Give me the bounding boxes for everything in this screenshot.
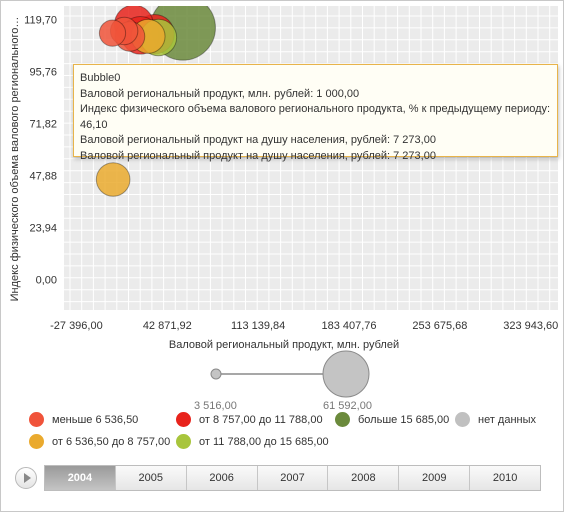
tooltip-size-value: Валовой региональный продукт на душу нас… [80,134,436,147]
legend-swatch [176,412,191,427]
y-tick-label: 71,82 [29,119,57,131]
y-tick-label: 119,70 [24,15,57,27]
y-tick-label: 23,94 [29,223,57,235]
x-tick-label: -27 396,00 [50,320,103,332]
x-tick-label: 183 407,76 [321,320,376,332]
legend-item-lt6536[interactable]: меньше 6 536,50 [29,412,138,427]
tooltip-title: Bubble0 [80,72,121,84]
x-tick-label: 253 675,68 [412,320,467,332]
bubbles-layer [95,6,216,197]
y-axis-title: Индекс физического объема валового регио… [9,17,21,302]
year-tab-2007[interactable]: 2007 [258,466,329,490]
timeline: 2004 2005 2006 2007 2008 2009 2010 [15,465,541,491]
y-tick-label: 95,76 [29,67,57,79]
tooltip-x-value: Валовой региональный продукт, млн. рубле… [80,87,360,100]
year-tab-2004[interactable]: 2004 [45,466,116,490]
x-tick-label: 113 139,84 [231,320,285,332]
legend-item-6536to8757[interactable]: от 6 536,50 до 8 757,00 [29,434,170,449]
bubble-tooltip: Bubble0 Валовой региональный продукт, мл… [73,64,558,162]
plot-area [64,6,558,310]
play-icon [23,473,31,483]
size-legend-min-label: 3 516,00 [194,400,237,412]
legend-label: от 8 757,00 до 11 788,00 [199,413,323,426]
year-tab-2009[interactable]: 2009 [399,466,471,490]
size-legend-max-bubble [322,350,370,398]
legend-label: от 6 536,50 до 8 757,00 [52,435,171,448]
play-button[interactable] [15,467,37,489]
legend-swatch [29,434,44,449]
year-tab-2010[interactable]: 2010 [492,472,518,484]
legend-item-gt15685[interactable]: больше 15 685,00 [335,412,449,427]
x-tick-label: 42 871,92 [143,320,192,332]
legend-item-nodata[interactable]: нет данных [455,412,536,427]
y-tick-label: 47,88 [29,171,57,183]
bubble[interactable] [95,162,131,197]
year-tab-2005[interactable]: 2005 [116,466,187,490]
year-tab-2006[interactable]: 2006 [187,466,258,490]
legend-label: больше 15 685,00 [358,413,450,426]
tooltip-color-value: Валовой региональный продукт на душу нас… [80,149,436,162]
legend-item-11788to15685[interactable]: от 11 788,00 до 15 685,00 [176,434,329,449]
legend-swatch [455,412,470,427]
x-tick-label: 323 943,60 [503,320,558,332]
legend-swatch [29,412,44,427]
tooltip-y-value: 46,10 [80,118,108,131]
legend-label: меньше 6 536,50 [52,413,139,426]
tooltip-y-label: Индекс физического объема валового регио… [80,103,551,116]
legend-label: нет данных [478,413,537,426]
y-tick-label: 0,00 [36,275,57,287]
legend-label: от 11 788,00 до 15 685,00 [199,435,329,448]
size-legend-max-label: 61 592,00 [323,400,372,412]
legend-swatch [335,412,350,427]
year-tab-2008[interactable]: 2008 [328,466,400,490]
x-axis-title: Валовой региональный продукт, млн. рубле… [169,339,399,351]
bubble[interactable] [98,19,127,47]
year-selector: 2004 2005 2006 2007 2008 2009 2010 [44,465,541,491]
legend-item-8757to11788[interactable]: от 8 757,00 до 11 788,00 [176,412,323,427]
size-legend-min-bubble [210,368,222,380]
legend-swatch [176,434,191,449]
